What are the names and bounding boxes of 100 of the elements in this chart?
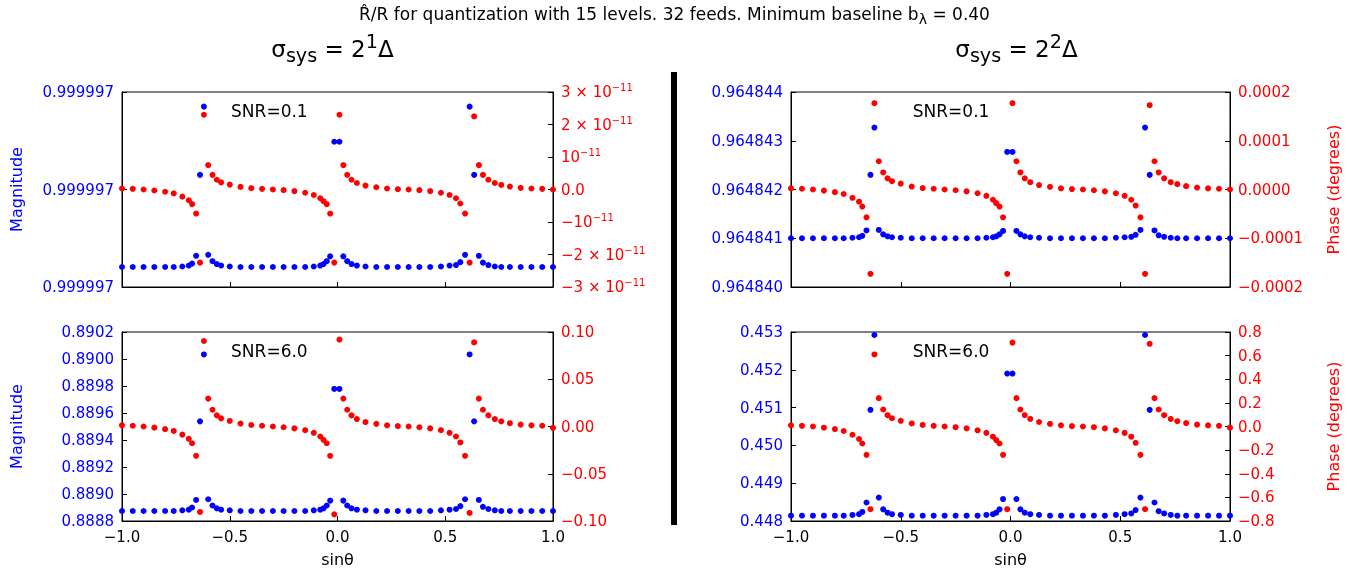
point <box>1216 185 1223 192</box>
point <box>1155 508 1162 515</box>
point <box>880 169 887 176</box>
y-axis-title: Magnitude <box>6 384 26 469</box>
point <box>394 264 401 271</box>
point <box>1183 420 1190 427</box>
point <box>1057 185 1064 192</box>
point <box>952 512 959 519</box>
y-tick-label: 0.8892 <box>61 458 114 476</box>
point <box>1000 227 1007 234</box>
point <box>1161 233 1168 240</box>
point <box>170 427 177 434</box>
point <box>996 506 1003 513</box>
point <box>416 508 423 515</box>
point <box>1101 235 1108 242</box>
point <box>485 412 492 419</box>
point <box>479 503 486 510</box>
point <box>427 264 434 271</box>
point <box>427 425 434 432</box>
point <box>1121 429 1128 436</box>
y2-tick-label: 0.2 <box>1238 393 1262 412</box>
point <box>336 336 343 343</box>
point <box>259 422 266 429</box>
point <box>331 511 338 518</box>
point <box>416 264 423 271</box>
point <box>1009 100 1016 107</box>
y-tick-label: 0.964844 <box>711 83 783 101</box>
point <box>809 423 816 430</box>
point <box>331 138 338 145</box>
point <box>506 420 513 427</box>
point <box>863 227 870 234</box>
point <box>908 235 915 242</box>
point <box>457 259 464 266</box>
point <box>453 505 460 512</box>
point <box>930 512 937 519</box>
point <box>1101 188 1108 195</box>
point <box>226 507 233 514</box>
point <box>1101 512 1108 519</box>
point <box>1068 512 1075 519</box>
annotation: SNR=0.1 <box>231 100 308 121</box>
point <box>129 422 136 429</box>
point <box>919 512 926 519</box>
point <box>1036 182 1043 189</box>
point <box>528 264 535 271</box>
point <box>237 264 244 271</box>
point <box>119 422 125 429</box>
point <box>205 251 212 258</box>
point <box>336 385 343 392</box>
y2-tick-label: −0.10 <box>561 512 607 530</box>
point <box>248 508 255 515</box>
point <box>1151 227 1158 234</box>
point <box>1036 419 1043 426</box>
point <box>884 412 891 419</box>
point <box>498 508 505 515</box>
point <box>344 406 351 413</box>
point <box>840 190 847 197</box>
point <box>974 190 981 197</box>
point <box>1167 179 1174 186</box>
point <box>1009 370 1016 377</box>
point <box>867 506 874 513</box>
point <box>1142 506 1149 513</box>
point <box>517 421 524 428</box>
point <box>479 406 486 413</box>
y-tick-label: 0.964843 <box>711 131 783 150</box>
point <box>1205 235 1212 242</box>
point <box>1142 270 1149 277</box>
point <box>310 507 317 514</box>
point <box>453 262 460 269</box>
point <box>539 422 546 429</box>
point <box>809 186 816 193</box>
point <box>405 508 412 515</box>
y2-tick-label: 0.6 <box>1238 346 1262 365</box>
point <box>1137 226 1144 233</box>
point <box>888 415 895 422</box>
point <box>930 185 937 192</box>
point <box>162 426 169 433</box>
point <box>353 506 360 513</box>
point <box>471 339 478 346</box>
point <box>1047 512 1054 519</box>
point <box>952 187 959 194</box>
point <box>197 418 204 425</box>
point <box>871 100 878 107</box>
y2-tick-label: −0.8 <box>1238 512 1275 530</box>
point <box>1047 420 1054 427</box>
point <box>1132 202 1139 209</box>
point <box>1142 124 1149 131</box>
y-tick-label: 0.8900 <box>61 350 114 368</box>
point <box>888 234 895 241</box>
point <box>327 253 334 260</box>
point <box>353 416 360 423</box>
point <box>209 406 216 413</box>
point <box>1174 418 1181 425</box>
point <box>1021 412 1028 419</box>
point <box>831 235 838 242</box>
point <box>193 452 200 459</box>
point <box>820 512 827 519</box>
point <box>193 252 200 259</box>
x-axis-title: sinθ <box>321 549 354 569</box>
point <box>129 508 136 515</box>
point <box>897 417 904 424</box>
